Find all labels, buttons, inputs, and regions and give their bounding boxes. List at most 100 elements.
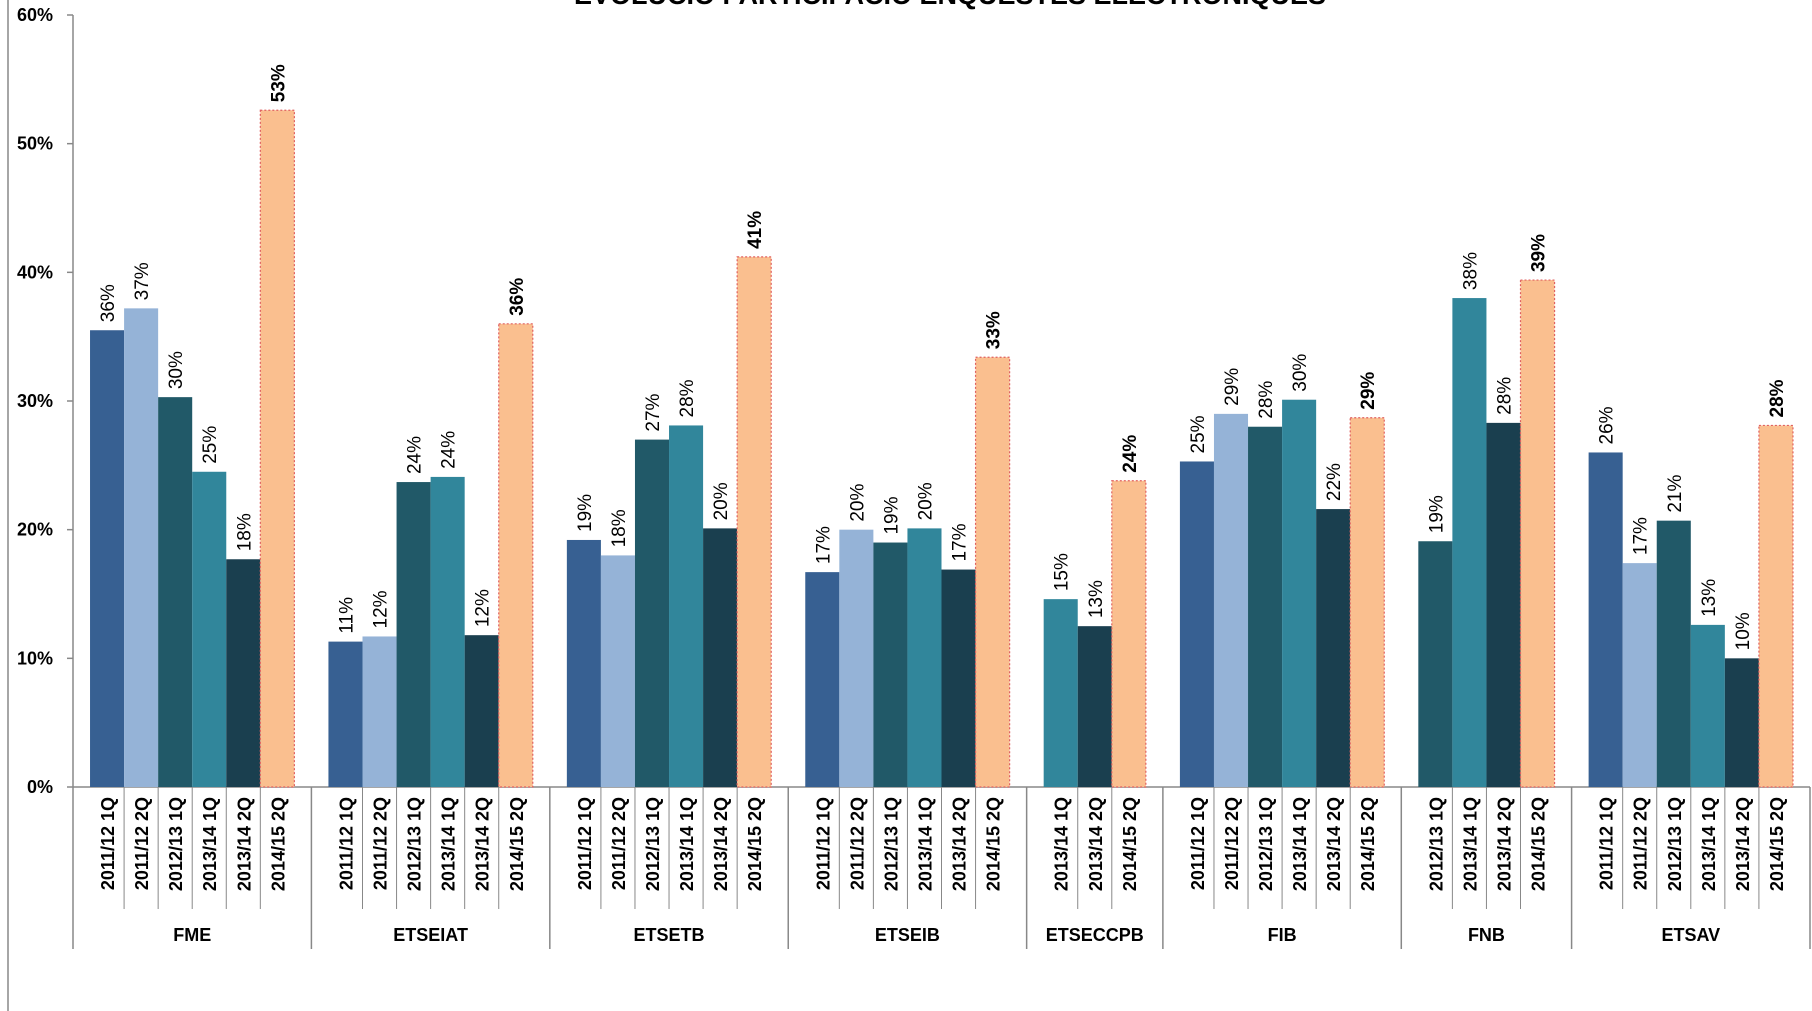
x-tick-label: 2013/14 2Q <box>1494 797 1514 891</box>
bar <box>1486 422 1521 787</box>
bar <box>1519 279 1556 788</box>
y-tick-label: 60% <box>17 5 53 25</box>
x-tick-label: 2013/14 1Q <box>1460 797 1480 891</box>
bar <box>464 635 499 787</box>
data-label: 18% <box>609 509 630 547</box>
x-tick-label: 2014/15 2Q <box>1767 797 1787 891</box>
x-tick-label: 2011/12 2Q <box>847 797 867 890</box>
x-tick-label: 2011/12 1Q <box>98 797 118 890</box>
x-tick-label: 2014/15 2Q <box>984 797 1004 891</box>
x-tick-label: 2012/13 1Q <box>1426 797 1446 891</box>
data-label: 10% <box>1733 612 1754 650</box>
group-label: ETSETB <box>634 925 705 945</box>
group-label: ETSECCPB <box>1046 925 1144 945</box>
data-label: 11% <box>336 597 357 634</box>
group-label: ETSEIB <box>875 925 940 945</box>
data-label: 25% <box>200 426 221 464</box>
y-tick-label: 10% <box>17 648 53 668</box>
x-tick-label: 2013/14 2Q <box>473 797 493 891</box>
bar <box>873 542 908 787</box>
group-label: FNB <box>1468 925 1505 945</box>
data-label: 29% <box>1358 372 1379 410</box>
bar <box>1111 480 1147 788</box>
bar <box>259 109 295 788</box>
group-label: FIB <box>1268 925 1297 945</box>
x-tick-label: 2013/14 2Q <box>1324 797 1344 891</box>
x-tick-label: 2014/15 2Q <box>268 797 288 891</box>
data-label: 12% <box>371 590 392 628</box>
bar <box>1622 563 1657 787</box>
x-tick-label: 2012/13 1Q <box>405 797 425 891</box>
bar <box>839 529 874 787</box>
data-label: 30% <box>166 351 187 389</box>
bar <box>1758 424 1794 788</box>
x-tick-label: 2011/12 1Q <box>813 797 833 890</box>
data-label: 17% <box>950 523 971 561</box>
x-tick-label: 2013/14 1Q <box>1052 797 1072 891</box>
data-label: 28% <box>1256 381 1277 419</box>
bar <box>1418 541 1453 787</box>
x-tick-label: 2013/14 2Q <box>1086 797 1106 891</box>
x-tick-label: 2013/14 1Q <box>200 797 220 891</box>
bar <box>600 555 635 787</box>
bar <box>328 641 363 787</box>
x-tick-label: 2013/14 2Q <box>950 797 970 891</box>
data-label: 25% <box>1188 415 1209 453</box>
data-label: 17% <box>813 526 834 564</box>
data-label: 30% <box>1290 354 1311 392</box>
bar <box>124 308 159 787</box>
data-label: 28% <box>1767 379 1788 417</box>
data-label: 41% <box>745 211 766 249</box>
y-tick-label: 30% <box>17 391 53 411</box>
data-label: 24% <box>439 431 460 469</box>
bar <box>1248 426 1283 787</box>
data-label: 20% <box>915 482 936 520</box>
data-label: 38% <box>1460 252 1481 290</box>
data-label: 21% <box>1665 475 1686 513</box>
data-label: 24% <box>1120 435 1141 473</box>
y-tick-label: 20% <box>17 520 53 540</box>
x-tick-label: 2012/13 1Q <box>881 797 901 891</box>
group-label: FME <box>173 925 211 945</box>
data-label: 28% <box>1494 377 1515 415</box>
data-label: 53% <box>268 64 289 102</box>
x-tick-label: 2013/14 1Q <box>1290 797 1310 891</box>
x-tick-label: 2011/12 2Q <box>132 797 152 890</box>
data-label: 36% <box>98 284 119 322</box>
data-label: 26% <box>1597 406 1618 444</box>
bar <box>1043 599 1078 787</box>
x-tick-label: 2011/12 2Q <box>371 797 391 890</box>
data-label: 24% <box>405 436 426 474</box>
x-tick-label: 2011/12 2Q <box>1222 797 1242 890</box>
bar <box>941 569 976 787</box>
data-label: 27% <box>643 393 664 431</box>
bar <box>1077 626 1112 787</box>
data-label: 28% <box>677 379 698 417</box>
data-label: 18% <box>234 513 255 551</box>
x-tick-label: 2014/15 2Q <box>1120 797 1140 891</box>
data-label: 12% <box>473 589 494 627</box>
x-tick-label: 2012/13 1Q <box>166 797 186 891</box>
data-label: 13% <box>1699 579 1720 617</box>
x-tick-label: 2013/14 1Q <box>1699 797 1719 891</box>
x-tick-label: 2013/14 2Q <box>1733 797 1753 891</box>
group-label: ETSEIAT <box>393 925 468 945</box>
bar <box>1724 658 1759 787</box>
bar <box>1282 399 1317 787</box>
bar <box>907 528 942 787</box>
bar <box>1349 417 1385 788</box>
data-label: 19% <box>1426 495 1447 533</box>
data-label: 19% <box>881 496 902 534</box>
x-tick-label: 2012/13 1Q <box>643 797 663 891</box>
x-tick-label: 2011/12 1Q <box>575 797 595 890</box>
y-tick-label: 50% <box>17 134 53 154</box>
bar <box>226 559 261 787</box>
x-tick-label: 2011/12 2Q <box>609 797 629 890</box>
x-tick-label: 2013/14 2Q <box>234 797 254 891</box>
data-label: 13% <box>1086 580 1107 618</box>
bar <box>498 323 534 788</box>
x-tick-label: 2013/14 1Q <box>439 797 459 891</box>
bar <box>396 482 431 787</box>
data-label: 20% <box>847 484 868 522</box>
